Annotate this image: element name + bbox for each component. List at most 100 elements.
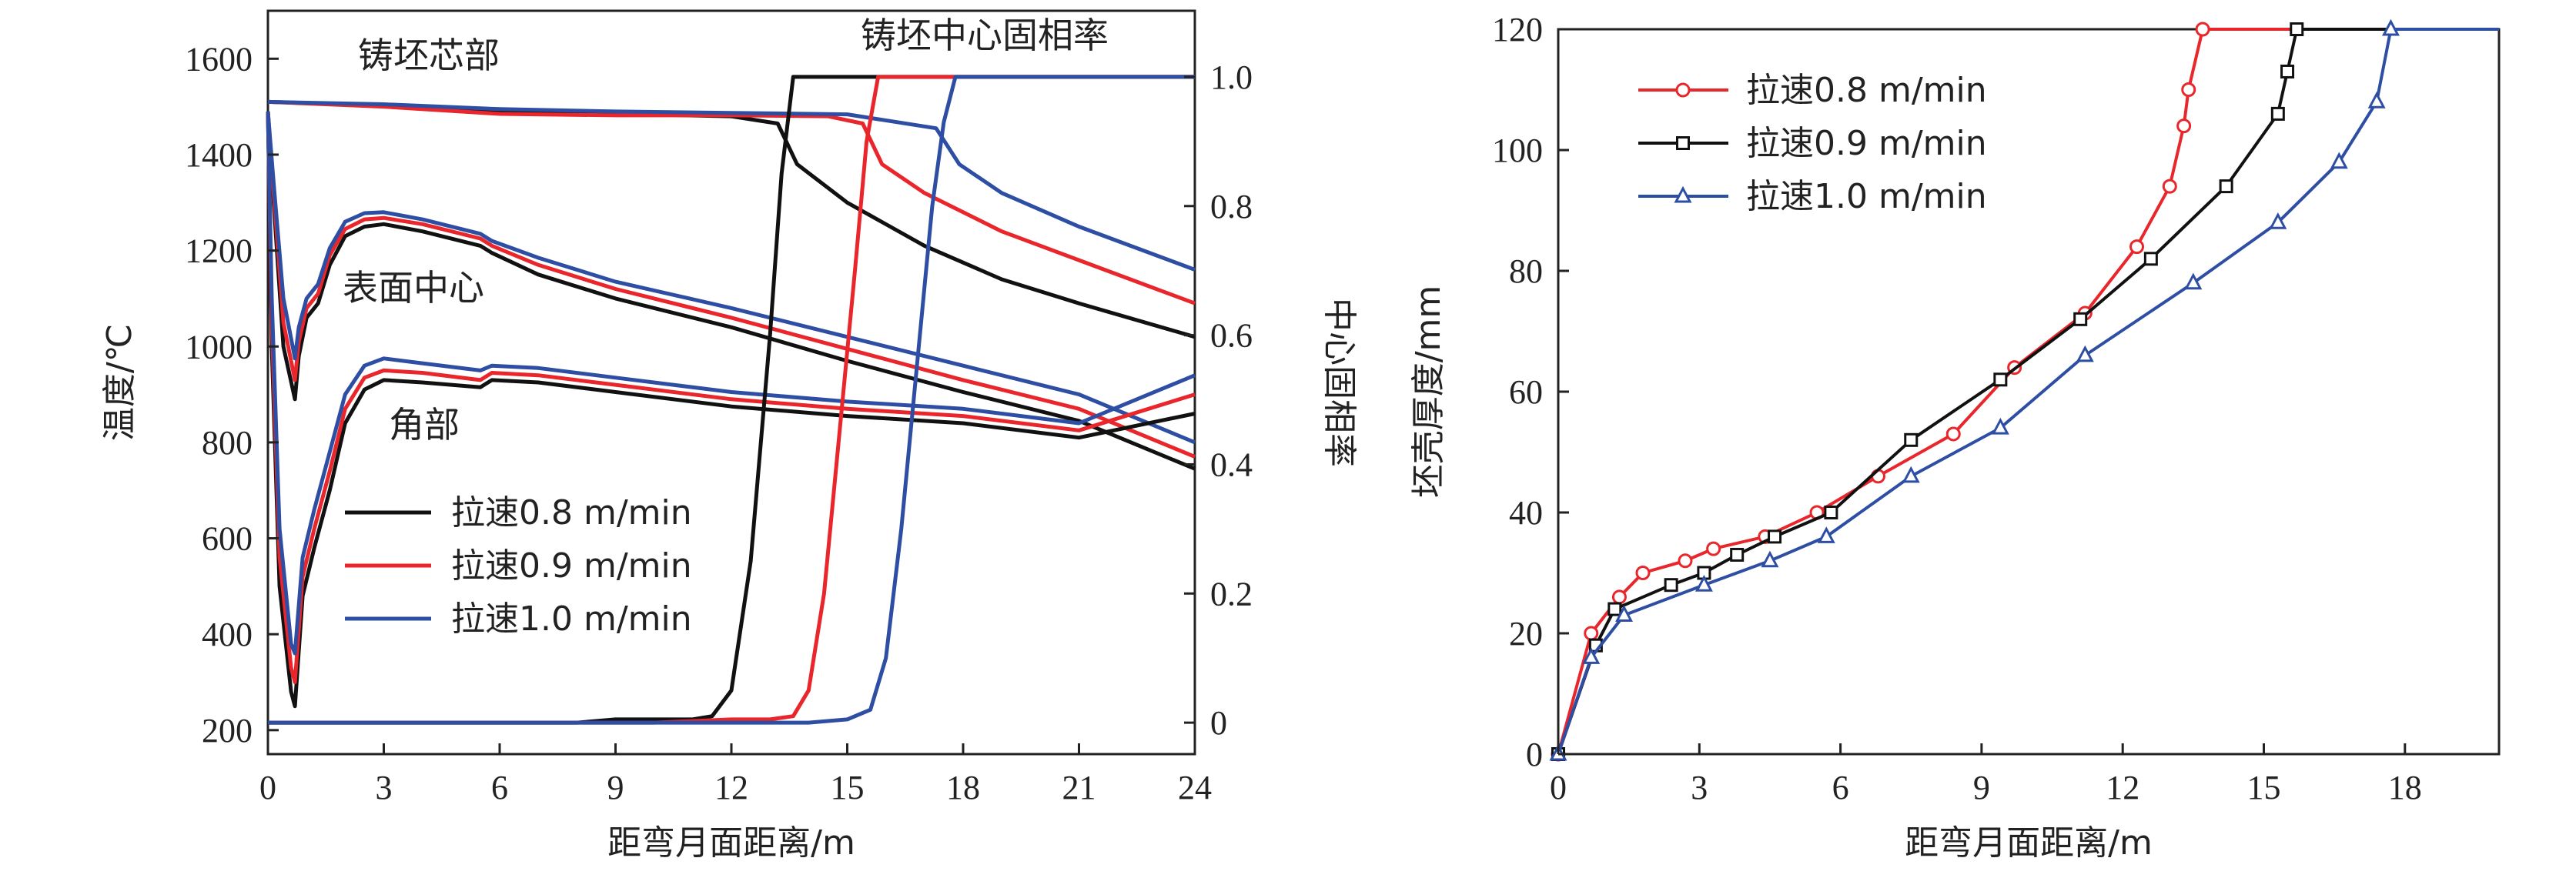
annotation-center-fraction: 铸坯中心固相率 <box>861 15 1109 56</box>
series-line-surface-4 <box>266 111 1196 459</box>
right-x-ticks: 0 3 6 9 12 15 18 <box>1550 743 2422 806</box>
right-x-tick-label: 18 <box>2388 769 2422 806</box>
right-x-tick-label: 0 <box>1550 769 1567 806</box>
plot-frame-right <box>1557 28 2501 756</box>
legend-label-r09: 拉速0.9 m/min <box>1746 124 1987 163</box>
shell-point-1-15 <box>2290 22 2304 36</box>
right-y-tick-label: 20 <box>1509 615 1543 653</box>
series-line-corner-8 <box>266 111 1196 656</box>
right-series-layer <box>1549 18 2499 762</box>
right-legend: 拉速0.8 m/min 拉速0.9 m/min 拉速1.0 m/min <box>1638 71 1987 216</box>
shell-point-2-10 <box>2269 212 2287 229</box>
annotation-surface-center: 表面中心 <box>343 267 484 309</box>
shell-point-2-8 <box>2076 345 2094 362</box>
series-line-corner-7 <box>266 111 1196 684</box>
series-line-fraction-10 <box>268 75 1195 725</box>
legend-label-09: 拉速0.9 m/min <box>451 546 692 586</box>
series-line-fraction-11 <box>268 75 1195 725</box>
right-y-tick-label: 120 <box>1492 11 1543 48</box>
shell-point-1-9 <box>1993 372 2008 387</box>
left-x-tick-label: 18 <box>946 769 980 806</box>
series-line-corner-6 <box>266 111 1196 709</box>
legend-marker-shape-1 <box>1676 136 1690 150</box>
annotation-core: 铸坯芯部 <box>358 35 500 76</box>
left-y-tick-label: 400 <box>202 616 253 653</box>
shell-point-0-3 <box>1635 566 1651 580</box>
legend-label-10: 拉速1.0 m/min <box>451 599 692 639</box>
shell-point-1-3 <box>1664 578 1678 593</box>
shell-point-1-5 <box>1730 547 1745 562</box>
legend-marker-r08 <box>1675 82 1691 98</box>
series-line-fraction-9 <box>268 75 1195 725</box>
shell-point-0-4 <box>1678 553 1693 569</box>
shell-point-0-12 <box>2129 239 2145 255</box>
left-y-axis-label: 温度/℃ <box>100 324 139 441</box>
left-x-tick-label: 0 <box>259 769 276 806</box>
series-line-surface-3 <box>266 111 1196 471</box>
shell-point-0-16 <box>2195 22 2210 37</box>
left-y2-ticks: 0 0.2 0.4 0.6 0.8 1.0 <box>1184 58 1253 742</box>
left-y-tick-label: 1600 <box>185 40 253 78</box>
left-x-tick-label: 21 <box>1062 769 1096 806</box>
left-y-tick-label: 600 <box>202 520 253 558</box>
left-y2-axis-label: 中心固相率 <box>1320 298 1359 467</box>
shell-point-0-13 <box>2162 179 2177 194</box>
shell-point-0-2 <box>1611 589 1627 605</box>
shell-point-0-9 <box>1945 426 1961 442</box>
right-x-tick-label: 12 <box>2106 769 2139 806</box>
left-x-tick-label: 24 <box>1178 769 1212 806</box>
shell-point-1-6 <box>1768 529 1782 544</box>
left-x-axis-label: 距弯月面距离/m <box>607 823 855 863</box>
shell-point-0-14 <box>2176 119 2192 134</box>
shell-point-1-10 <box>2073 312 2088 326</box>
shell-point-2-4 <box>1761 550 1779 568</box>
shell-point-1-8 <box>1904 432 1919 447</box>
shell-series-line-0 <box>1557 28 2499 755</box>
right-y-tick-label: 0 <box>1526 736 1543 773</box>
right-x-tick-label: 6 <box>1832 769 1849 806</box>
left-y2-tick-label: 0.6 <box>1210 317 1253 355</box>
legend-marker-shape-2 <box>1674 185 1692 203</box>
shell-point-2-12 <box>2367 91 2386 108</box>
shell-point-1-12 <box>2219 179 2233 194</box>
shell-point-1-7 <box>1824 506 1838 519</box>
shell-point-0-5 <box>1706 541 1721 556</box>
left-series-layer <box>266 75 1196 725</box>
shell-point-2-11 <box>2330 152 2348 169</box>
temperature-chart: 0 3 6 9 12 15 18 21 24 200 400 600 800 1000 1200 1400 1… <box>100 9 1359 863</box>
legend-marker-r09 <box>1676 136 1690 150</box>
series-line-core-1 <box>267 99 1196 305</box>
left-x-tick-label: 9 <box>607 769 624 806</box>
shell-point-0-1 <box>1584 626 1599 641</box>
left-x-tick-label: 3 <box>376 769 393 806</box>
legend-label-08: 拉速0.8 m/min <box>451 493 692 532</box>
series-line-core-0 <box>267 99 1196 339</box>
shell-point-2-3 <box>1694 574 1713 592</box>
right-y-tick-label: 80 <box>1509 252 1543 290</box>
right-x-axis-label: 距弯月面距离/m <box>1905 823 2153 863</box>
shell-point-1-13 <box>2270 106 2285 121</box>
legend-marker-shape-0 <box>1675 82 1691 98</box>
left-y2-tick-label: 0 <box>1210 704 1227 742</box>
shell-point-2-9 <box>2184 272 2203 290</box>
shell-point-2-13 <box>2381 18 2400 36</box>
left-x-ticks: 0 3 6 9 12 15 18 21 24 <box>259 743 1212 806</box>
right-y-tick-label: 40 <box>1509 494 1543 532</box>
left-y2-tick-label: 0.8 <box>1210 188 1253 225</box>
shell-series-line-1 <box>1557 28 2499 755</box>
right-y-axis-label: 坯壳厚度/mm <box>1409 285 1448 499</box>
shell-point-1-2 <box>1607 602 1622 616</box>
left-y-tick-label: 1000 <box>185 328 253 366</box>
right-y-tick-label: 100 <box>1492 132 1543 169</box>
right-y-tick-label: 60 <box>1509 373 1543 411</box>
shell-point-2-7 <box>1991 417 2009 435</box>
left-y2-tick-label: 1.0 <box>1210 58 1253 96</box>
right-x-tick-label: 15 <box>2247 769 2281 806</box>
left-y-ticks: 200 400 600 800 1000 1200 1400 1600 <box>185 40 279 749</box>
series-line-surface-5 <box>266 111 1196 445</box>
left-y-tick-label: 800 <box>202 424 253 462</box>
shell-point-2-1 <box>1582 647 1601 664</box>
left-x-tick-label: 12 <box>714 769 748 806</box>
right-y-ticks: 0 20 40 60 80 100 120 <box>1492 11 1569 773</box>
series-line-core-2 <box>267 99 1196 272</box>
